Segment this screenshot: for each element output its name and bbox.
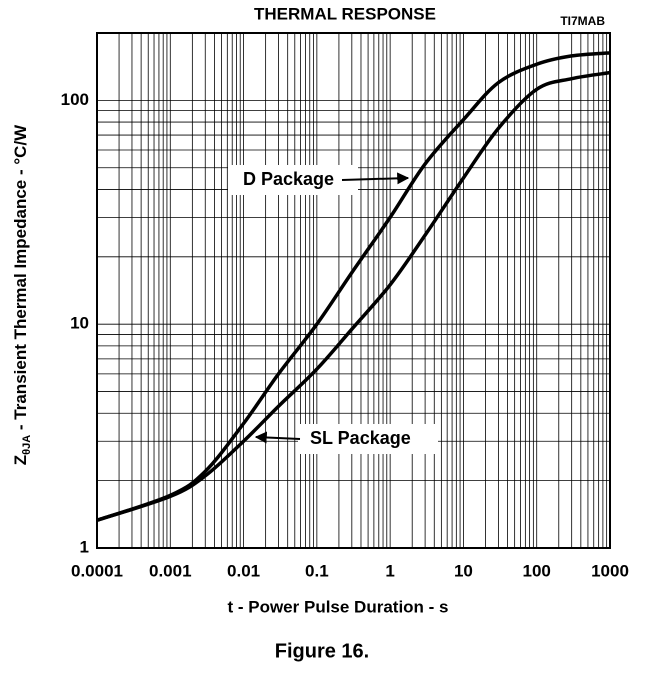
x-tick-label: 0.0001 xyxy=(71,561,123,580)
y-tick-label: 10 xyxy=(70,314,89,333)
y-axis-label-sub: θJA xyxy=(21,435,33,455)
x-axis-label: t - Power Pulse Duration - s xyxy=(227,597,448,616)
x-tick-label: 1 xyxy=(385,561,394,580)
plot-frame xyxy=(96,32,611,549)
y-axis-label-rest: - Transient Thermal Impedance - °C/W xyxy=(11,124,30,435)
y-tick-label: 1 xyxy=(80,537,89,556)
figure-code: TI7MAB xyxy=(560,14,605,28)
label-arrow xyxy=(341,172,410,185)
x-tick-label: 0.001 xyxy=(149,561,192,580)
y-tick-label: 100 xyxy=(61,90,89,109)
x-tick-label: 0.1 xyxy=(305,561,329,580)
x-tick-label: 0.01 xyxy=(227,561,260,580)
caption: Figure 16. xyxy=(275,640,369,662)
label-background xyxy=(228,165,358,195)
x-tick-label: 10 xyxy=(454,561,473,580)
x-tick-label: 100 xyxy=(523,561,551,580)
series-label: SL Package xyxy=(310,428,411,448)
plot-background xyxy=(97,33,610,548)
chart-title: THERMAL RESPONSE xyxy=(254,4,436,23)
y-axis-label-main: Z xyxy=(11,455,30,465)
x-tick-label: 1000 xyxy=(591,561,629,580)
label-arrow xyxy=(254,431,301,444)
y-axis-label: ZθJA - Transient Thermal Impedance - °C/… xyxy=(11,124,32,465)
series-line xyxy=(96,51,611,522)
series-label: D Package xyxy=(243,169,334,189)
series-line xyxy=(96,70,611,522)
label-background xyxy=(298,424,438,454)
